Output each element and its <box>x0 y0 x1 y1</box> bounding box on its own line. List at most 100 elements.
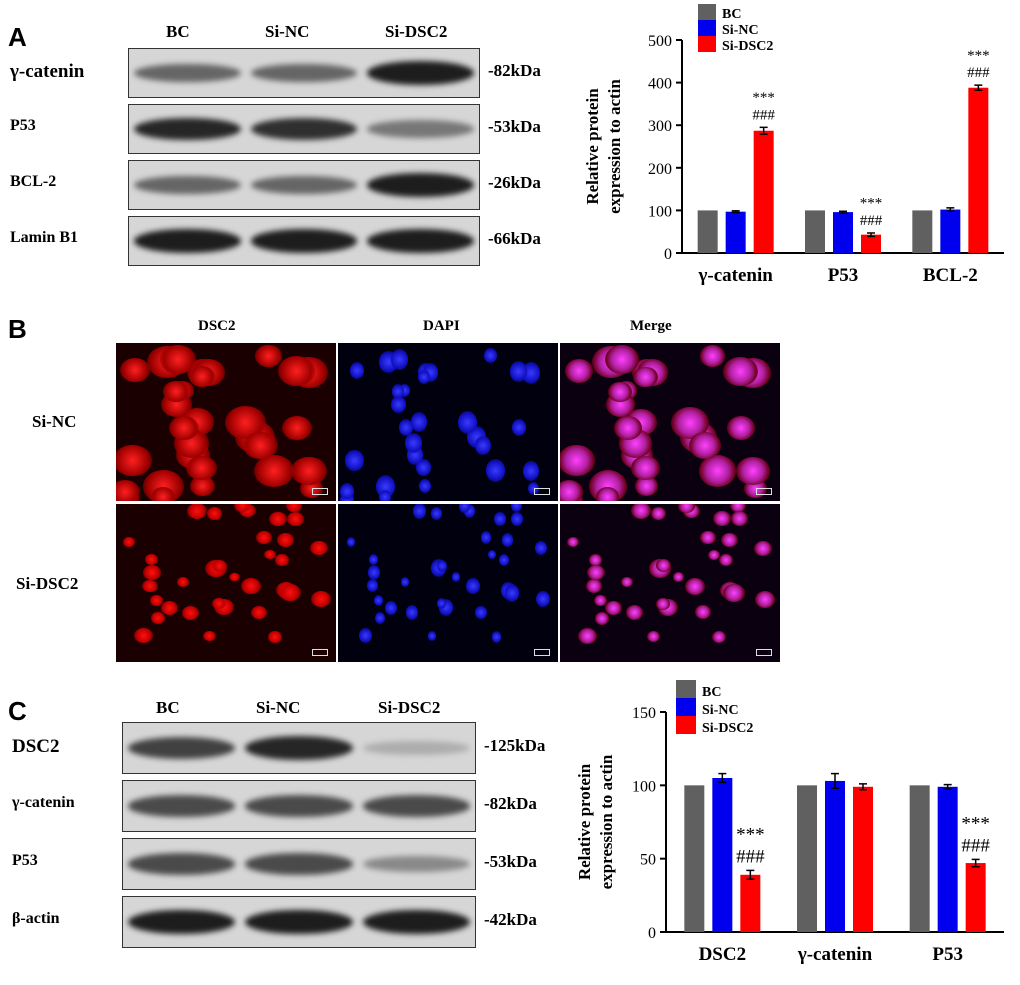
blot-strip <box>122 896 476 948</box>
scale-bar <box>534 649 550 656</box>
significance-stars: *** <box>961 814 990 835</box>
legend-swatch <box>676 680 696 698</box>
fluorescence-image <box>116 343 336 501</box>
fluorescence-image <box>560 343 780 501</box>
cell-nucleus <box>186 455 217 480</box>
cell-nucleus <box>212 598 227 610</box>
blot-band <box>134 175 241 195</box>
blot-row-label: γ-catenin <box>10 61 85 82</box>
cell-nucleus <box>234 504 251 513</box>
scale-bar <box>312 649 328 656</box>
x-category-label: γ-catenin <box>797 944 873 965</box>
y-tick-label: 50 <box>640 852 656 869</box>
cell-nucleus <box>375 612 385 625</box>
cell-nucleus <box>656 597 671 610</box>
cell-nucleus <box>398 383 410 397</box>
bar <box>853 786 873 932</box>
cell-nucleus <box>206 507 223 520</box>
blot-band <box>245 853 353 875</box>
cell-nucleus <box>535 540 548 556</box>
bar <box>684 785 705 932</box>
scale-bar <box>756 649 772 656</box>
bar <box>965 863 986 932</box>
blot-band <box>362 740 470 756</box>
y-axis-label: Relative protein <box>575 763 594 880</box>
blot-band <box>362 855 470 873</box>
cell-nucleus <box>536 590 550 608</box>
blot-band <box>250 229 358 253</box>
cell-nucleus <box>359 627 372 644</box>
cell-nucleus <box>474 435 491 455</box>
significance-stars: *** <box>736 825 765 846</box>
cell-nucleus <box>392 384 405 399</box>
significance-stars: *** <box>860 196 883 212</box>
cell-nucleus <box>291 456 327 486</box>
bar-chart-c: 0 50 100 150 Relative protein expression to a… <box>575 680 1004 965</box>
legend-label: Si-NC <box>722 23 759 38</box>
blot-strip <box>122 722 476 774</box>
cell-nucleus <box>187 504 208 519</box>
cell-nucleus <box>163 381 189 402</box>
legend-swatch <box>676 716 696 734</box>
blot-kda-label: -26kDa <box>488 173 541 192</box>
cell-nucleus <box>253 454 294 487</box>
legend-label: Si-NC <box>702 703 739 718</box>
cell-nucleus <box>650 507 667 521</box>
cell-nucleus <box>594 612 610 625</box>
cell-nucleus <box>228 572 240 582</box>
bar <box>940 209 961 253</box>
cell-nucleus <box>730 504 747 513</box>
x-category-label: P53 <box>932 944 963 965</box>
scale-bar <box>534 488 550 495</box>
y-tick-label: 500 <box>648 33 672 50</box>
cell-nucleus <box>486 459 506 482</box>
y-tick-label: 150 <box>632 705 656 722</box>
cell-nucleus <box>279 584 301 602</box>
y-axis-label: expression to actin <box>597 754 616 889</box>
bar <box>937 786 958 932</box>
cell-nucleus <box>604 345 639 374</box>
cell-nucleus <box>726 415 756 441</box>
cell-nucleus <box>281 415 313 441</box>
blot-band <box>128 795 236 817</box>
cell-nucleus <box>721 532 738 548</box>
cell-nucleus <box>567 536 580 548</box>
y-axis-label: expression to actin <box>605 79 624 214</box>
panel-c-letter: C <box>8 696 27 726</box>
cell-nucleus <box>560 479 583 501</box>
cell-nucleus <box>718 553 734 567</box>
cell-nucleus <box>608 381 633 402</box>
blot-band <box>245 795 353 817</box>
cell-nucleus <box>123 536 136 547</box>
cell-nucleus <box>672 572 684 582</box>
blot-strip <box>128 104 480 154</box>
blot-row-label: DSC2 <box>12 736 60 757</box>
legend-swatch <box>698 36 716 52</box>
cell-nucleus <box>391 349 409 370</box>
cell-nucleus <box>406 605 419 620</box>
column-label-merge: Merge <box>630 318 672 334</box>
blot-strip <box>122 838 476 890</box>
cell-nucleus <box>458 504 471 513</box>
blot-strip <box>128 48 480 98</box>
cell-nucleus <box>577 627 598 644</box>
scale-bar <box>312 488 328 495</box>
cell-nucleus <box>368 554 378 566</box>
legend-label: BC <box>702 685 721 700</box>
cell-nucleus <box>255 345 282 367</box>
cell-nucleus <box>484 348 497 364</box>
cell-nucleus <box>159 344 196 374</box>
cell-nucleus <box>385 600 398 616</box>
cell-nucleus <box>504 584 520 602</box>
cell-nucleus <box>431 507 442 520</box>
cell-nucleus <box>190 476 216 497</box>
bar <box>912 210 933 253</box>
blot-band <box>250 117 358 141</box>
row-label-si-nc: Si-NC <box>32 412 77 431</box>
cell-nucleus <box>458 411 478 435</box>
blot-row-label: P53 <box>12 852 38 869</box>
y-axis-label: Relative protein <box>583 88 602 205</box>
cell-nucleus <box>310 541 328 556</box>
blot-strip <box>128 216 480 266</box>
cell-nucleus <box>416 459 431 477</box>
